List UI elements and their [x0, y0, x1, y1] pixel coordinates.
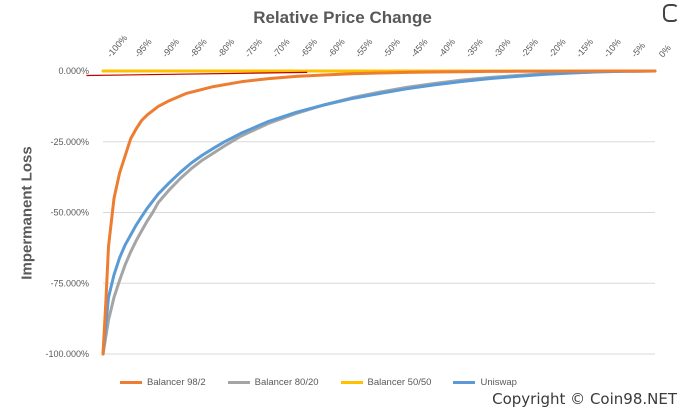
legend-swatch [120, 380, 142, 384]
partial-logo-icon [663, 4, 679, 22]
x-tick-label: -100% [105, 33, 129, 59]
x-tick-label: -70% [270, 37, 291, 60]
x-tick-label: -25% [519, 37, 540, 60]
copyright-watermark: Copyright © Coin98.NET [492, 390, 677, 408]
reference-line [86, 71, 308, 77]
y-tick-label: -75.000% [50, 278, 89, 288]
x-tick-label: -20% [546, 37, 567, 60]
y-tick-label: -100.000% [45, 349, 89, 359]
gridlines [103, 70, 655, 355]
x-tick-label: -10% [602, 37, 623, 60]
x-tick-label: -90% [160, 37, 181, 60]
x-tick-label: -55% [353, 37, 374, 60]
x-tick-label: -50% [381, 37, 402, 60]
x-tick-label: -75% [243, 37, 264, 60]
legend-item: Balancer 50/50 [340, 376, 432, 388]
x-tick-label: -45% [408, 37, 429, 60]
legend-label: Uniswap [480, 376, 517, 388]
legend-swatch [340, 380, 363, 384]
legend-item: Balancer 98/2 [120, 377, 206, 388]
x-tick-label: -30% [491, 37, 512, 60]
x-tick-label: -5% [629, 41, 647, 60]
legend-item: Balancer 80/20 [227, 376, 319, 388]
x-tick-label: -80% [215, 37, 236, 60]
chart-title: Relative Price Change [253, 8, 432, 27]
series-lines [86, 69, 657, 356]
x-tick-label: -40% [436, 37, 457, 60]
x-tick-labels: -100% -95% -90% -85% -80% -75% -70% -65% -60% -55… [105, 33, 673, 59]
y-tick-label: -25.000% [50, 137, 89, 147]
legend-label: Balancer 80/20 [254, 376, 319, 388]
legend-label: Balancer 50/50 [367, 376, 432, 388]
legend-item: Uniswap [453, 376, 517, 388]
x-tick-label: -65% [298, 37, 319, 60]
x-tick-label: -15% [574, 37, 595, 60]
y-tick-labels: 0.000% -25.000% -50.000% -75.000% -100.000% [45, 66, 89, 359]
x-tick-label: -95% [132, 37, 153, 60]
series-line-uniswap [101, 69, 657, 356]
series-line-balancer-98-2 [101, 69, 657, 356]
x-tick-label: -35% [464, 37, 485, 60]
legend-label: Balancer 98/2 [147, 376, 206, 388]
legend-swatch [227, 380, 250, 384]
y-tick-label: 0.000% [58, 66, 89, 76]
y-tick-label: -50.000% [50, 208, 89, 218]
x-tick-label: -85% [188, 37, 209, 60]
x-tick-label: -60% [326, 37, 347, 60]
x-tick-label: 0% [657, 43, 673, 59]
legend-swatch [453, 380, 476, 384]
legend: Balancer 98/2 Balancer 80/20 Balancer 50/5… [120, 374, 517, 390]
